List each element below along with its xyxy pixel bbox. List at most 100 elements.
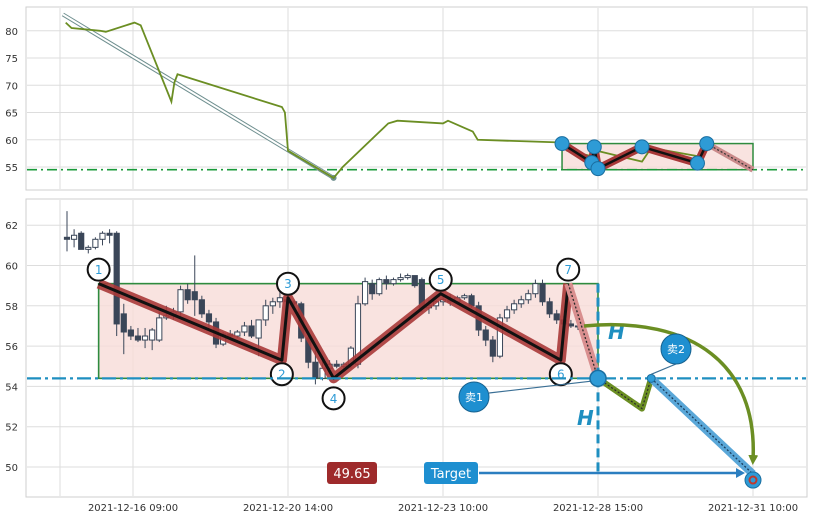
main-x-tick-label: 2021-12-28 15:00 — [553, 503, 643, 514]
candle-body — [369, 283, 376, 295]
sell-1-pointer — [488, 380, 591, 394]
zigzag-point-label: 6 — [557, 368, 565, 382]
top-pattern-point — [699, 136, 715, 152]
candle-body — [198, 299, 205, 315]
final-leg-core — [650, 377, 754, 475]
top-pattern-point — [554, 136, 570, 152]
zigzag-point-circle — [428, 267, 453, 292]
main-x-tick-label: 2021-12-20 14:00 — [243, 503, 333, 514]
top-y-axis-ticks: 55 60 65 70 75 80 — [5, 27, 18, 174]
candle-body — [85, 246, 92, 250]
main-x-tick-label: 2021-12-16 09:00 — [88, 503, 178, 514]
main-y-tick-label: 50 — [5, 463, 18, 474]
main-y-axis-ticks: 50 52 54 56 58 60 62 — [5, 221, 18, 474]
pullback-path-core — [597, 377, 652, 410]
candle-body — [383, 279, 390, 285]
top-pattern-point — [634, 139, 650, 155]
candle-body — [70, 234, 78, 240]
main-y-tick-label: 52 — [5, 423, 18, 434]
candle-body — [141, 335, 149, 341]
candle-body — [397, 277, 404, 281]
projection-core — [567, 283, 599, 379]
candle-body — [496, 317, 504, 357]
sell-2-label: 卖2 — [667, 343, 685, 356]
target-label-badge: Target — [424, 462, 478, 484]
candle-body — [503, 309, 511, 319]
sell-1-marker — [589, 369, 607, 388]
main-x-tick-label: 2021-12-31 10:00 — [708, 503, 798, 514]
zigzag-point-circle — [321, 386, 346, 411]
zigzag-point-label: 1 — [95, 263, 103, 277]
top-y-tick-label: 60 — [5, 136, 18, 147]
candle-body — [539, 283, 546, 303]
target-value-text: 49.65 — [333, 467, 370, 482]
zigzag-point-label: 7 — [564, 263, 572, 277]
measure-label-lower: H — [577, 406, 594, 430]
candle-body — [241, 325, 248, 333]
target-value-badge: 49.65 — [327, 462, 377, 484]
sell-1-label: 卖1 — [465, 391, 483, 404]
main-y-tick-label: 54 — [5, 382, 18, 393]
candle-body — [361, 281, 369, 305]
target-marker — [744, 471, 762, 489]
target-marker-inner — [748, 475, 758, 485]
candle-body — [156, 317, 163, 341]
zigzag-point-label: 5 — [437, 273, 445, 287]
top-y-tick-label: 80 — [5, 27, 18, 38]
zigzag-point-labels: 1 2 3 4 5 6 7 — [86, 257, 581, 411]
zigzag-point-circle — [276, 271, 300, 296]
main-y-tick-label: 62 — [5, 221, 18, 232]
candle-body — [532, 283, 539, 295]
candle-body — [333, 363, 340, 367]
main-y-tick-label: 56 — [5, 342, 18, 353]
sell-2-marker — [646, 373, 656, 383]
candle-body — [92, 238, 99, 248]
candle-body — [134, 335, 142, 341]
zigzag-point-label: 4 — [330, 392, 338, 406]
candle-body — [404, 275, 411, 279]
zigzag-point-circle — [269, 362, 294, 387]
top-pattern-point — [590, 161, 606, 177]
candle-body — [461, 295, 468, 299]
candle-body — [312, 361, 319, 379]
zigzag-point-circle — [556, 257, 581, 282]
curved-target-arrow — [583, 323, 759, 466]
candle-body — [376, 279, 383, 295]
target-arrow — [479, 468, 745, 478]
target-label-badge-bg — [424, 462, 478, 484]
target-value-badge-bg — [327, 462, 377, 484]
candle-body — [99, 232, 106, 240]
sell-2-pointer — [650, 363, 677, 375]
candle-body — [149, 329, 156, 341]
candle-body — [184, 289, 191, 301]
projection-paths — [583, 323, 759, 477]
candle-body — [482, 329, 489, 341]
candle-body — [553, 313, 560, 321]
zigzag-point-label: 2 — [278, 368, 286, 382]
candle-body — [177, 289, 184, 313]
main-x-tick-label: 2021-12-23 10:00 — [398, 503, 488, 514]
sell-signals: 卖1 卖2 — [458, 333, 692, 413]
candle-body — [489, 339, 496, 357]
sell-1-bubble — [458, 381, 490, 413]
main-y-tick-label: 58 — [5, 302, 18, 313]
main-y-tick-label: 60 — [5, 262, 18, 273]
candle-body — [248, 325, 255, 337]
candle-body — [78, 232, 85, 250]
candle-body — [127, 329, 134, 337]
candle-body — [518, 299, 525, 305]
top-pattern-point — [689, 155, 705, 171]
top-pattern-point — [586, 139, 602, 155]
sell-2-bubble — [660, 333, 692, 365]
candle-body — [63, 236, 71, 240]
top-projection-core — [706, 143, 754, 171]
candle-body — [191, 291, 198, 301]
candle-body — [411, 275, 418, 287]
candle-body — [525, 293, 532, 301]
main-x-axis-ticks: 2021-12-16 09:00 2021-12-20 14:00 2021-12-… — [88, 503, 798, 514]
candle-body — [106, 232, 113, 236]
candle-body — [262, 305, 269, 321]
top-y-tick-label: 70 — [5, 81, 18, 92]
candle-body — [546, 301, 553, 315]
